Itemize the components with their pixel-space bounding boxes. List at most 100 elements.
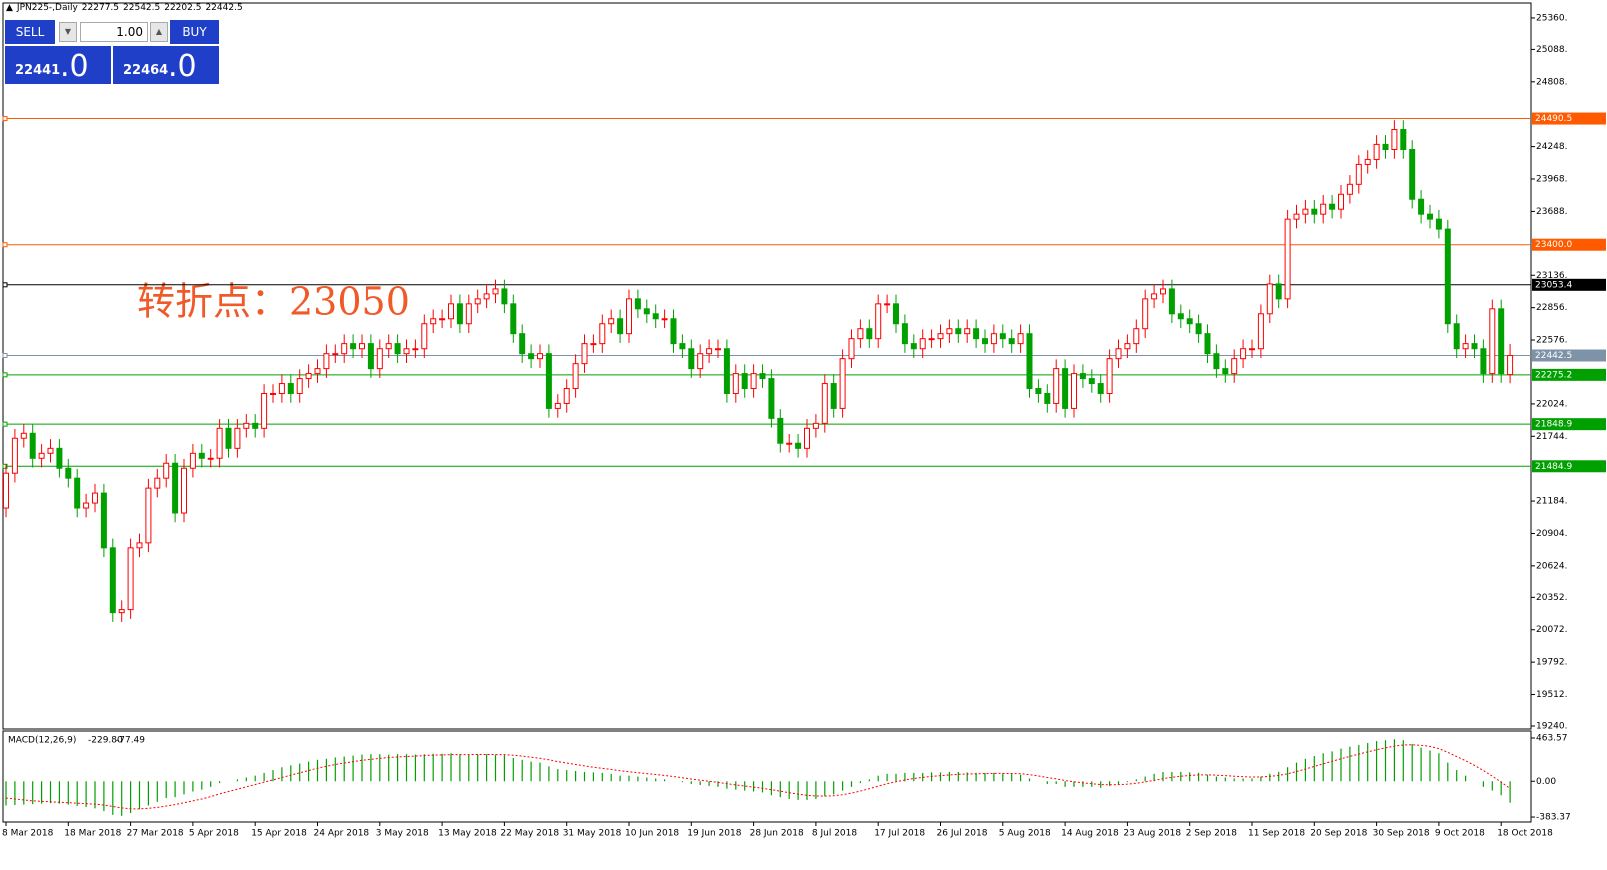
candle-body [1168, 288, 1175, 315]
candle-body [1195, 323, 1202, 335]
candle-body [946, 328, 953, 335]
annotation: 转折点：23050 [137, 280, 410, 324]
candle-body [118, 609, 125, 614]
y-tick-label: 23688. [1536, 207, 1568, 217]
candle-body [1400, 128, 1407, 150]
candle-body [590, 343, 597, 346]
sell-price-tail: .0 [60, 49, 89, 84]
x-tick-label: 19 Jun 2018 [687, 829, 741, 839]
lot-down[interactable]: ▼ [59, 22, 77, 42]
candle-body [528, 353, 535, 360]
candle-body [154, 477, 161, 489]
candle-body [910, 343, 917, 350]
candle-body [973, 328, 980, 340]
candle-body [1382, 143, 1389, 150]
candle-body [563, 388, 570, 404]
candle-body [999, 333, 1006, 340]
candle-body [679, 343, 686, 350]
x-tick-label: 13 May 2018 [438, 829, 497, 839]
x-tick-label: 9 Oct 2018 [1435, 829, 1485, 839]
y-tick-label: 23136. [1536, 271, 1568, 281]
buy-button[interactable]: BUY [170, 20, 219, 44]
candle-body [901, 323, 908, 345]
x-tick-label: 20 Sep 2018 [1310, 829, 1367, 839]
x-tick-label: 2 Sep 2018 [1186, 829, 1238, 839]
candle-body [848, 338, 855, 360]
candle-body [323, 353, 330, 370]
x-tick-label: 11 Sep 2018 [1248, 829, 1305, 839]
lot-input[interactable]: 1.00 [80, 22, 148, 42]
candle-body [1498, 308, 1505, 375]
sell-button[interactable]: SELL [5, 20, 55, 44]
x-tick-label: 27 Mar 2018 [127, 829, 184, 839]
candle-body [572, 363, 579, 390]
candle-body [1418, 198, 1425, 215]
candle-body [1453, 323, 1460, 350]
y-tick-label: 21184. [1536, 497, 1568, 507]
candle-body [1213, 353, 1220, 370]
one-click-trading: SELL ▼ 1.00 ▲ BUY 22441.0 22464.0 [5, 20, 219, 84]
candle-body [554, 402, 561, 409]
candle-body [1462, 343, 1469, 350]
x-tick-label: 8 Jul 2018 [812, 829, 857, 839]
level-label-box [1532, 460, 1606, 473]
candle-body [65, 467, 72, 479]
candle-body [652, 313, 659, 320]
candle-body [56, 447, 63, 469]
candle-body [278, 383, 285, 394]
candle-body [1409, 148, 1416, 200]
candle-body [821, 383, 828, 424]
x-tick-label: 26 Jul 2018 [937, 829, 988, 839]
macd-title: MACD(12,26,9) [8, 736, 76, 746]
candle-body [403, 348, 410, 355]
x-tick-label: 14 Aug 2018 [1061, 829, 1119, 839]
candle-body [750, 373, 757, 390]
level-label-box [1532, 238, 1606, 251]
level-label-box [1532, 368, 1606, 381]
candle-body [1177, 313, 1184, 320]
candle-body [1035, 388, 1042, 394]
candle-body [3, 472, 9, 509]
candle-body [1480, 348, 1487, 375]
lot-up[interactable]: ▲ [150, 22, 168, 42]
sell-price[interactable]: 22441.0 [5, 46, 111, 84]
level-marker [2, 282, 8, 288]
candle-body [839, 358, 846, 409]
candle-body [1231, 358, 1238, 375]
symbol: JPN225-,Daily [16, 3, 78, 13]
candle-body [1275, 283, 1282, 300]
candle-body [1391, 128, 1398, 150]
candle-body [100, 492, 107, 549]
candle-body [884, 303, 891, 306]
candle-body [545, 353, 552, 409]
header-icon: ▲ [6, 3, 13, 13]
y-tick-label: 24248. [1536, 142, 1568, 152]
candle-body [715, 348, 721, 351]
x-tick-label: 30 Sep 2018 [1373, 829, 1430, 839]
candle-body [928, 338, 935, 341]
level-label: 24490.5 [1535, 114, 1572, 124]
candle-body [74, 477, 81, 509]
candle-body [207, 457, 214, 460]
candle-body [795, 442, 802, 449]
candle-body [376, 348, 383, 370]
candle-body [1142, 298, 1149, 330]
candle-body [643, 308, 650, 315]
candle-body [1106, 358, 1113, 394]
candle-body [955, 328, 962, 335]
candle-body [29, 432, 36, 459]
buy-price[interactable]: 22464.0 [113, 46, 219, 84]
candle-body [1471, 343, 1478, 350]
candle-body [1088, 378, 1095, 385]
candle-body [359, 343, 365, 350]
candle-body [305, 373, 312, 380]
level-marker [2, 352, 8, 358]
candle-body [626, 298, 632, 335]
candle-body [510, 303, 517, 335]
candle-body [706, 348, 713, 355]
candle-body [439, 318, 446, 321]
candle-body [385, 343, 392, 350]
candle-body [964, 328, 971, 335]
level-marker [2, 372, 8, 378]
y-tick-label: 20352. [1536, 593, 1568, 603]
